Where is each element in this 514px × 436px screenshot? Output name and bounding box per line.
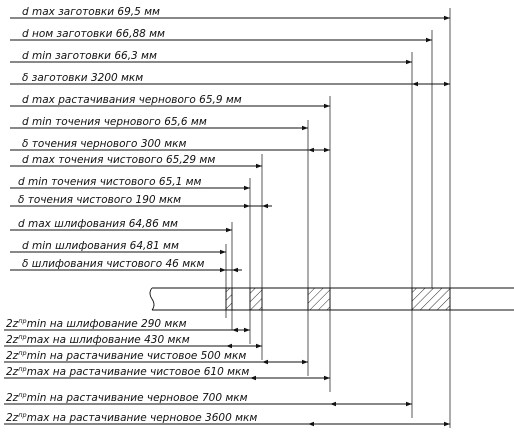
allowance-z_min_rough_bore: 2zпрmin на растачивание черновое 700 мкм: [4, 391, 412, 407]
allowance-z_max_finish_bore: 2zпрmax на растачивание чистовое 610 мкм: [4, 365, 330, 381]
top-dimensions: d max заготовки 69,5 мм d ном заготовки 6…: [10, 6, 450, 273]
dimension-delta_finish_turn: δ точения чистового 190 мкм: [10, 194, 272, 209]
dimension-d_min_finish_turn: d min точения чистового 65,1 мм: [10, 176, 250, 191]
dimension-delta_rough_turn: δ точения чернового 300 мкм: [10, 138, 330, 153]
dimension-label: d max заготовки 69,5 мм: [22, 6, 160, 18]
dimension-d_max_finish_turn: d max точения чистового 65,29 мм: [10, 154, 262, 169]
rough-turning-tolerance-zone: [307, 287, 331, 311]
dimension-label: d min точения чернового 65,6 мм: [22, 116, 207, 128]
dimension-d_max_blank: d max заготовки 69,5 мм: [10, 6, 450, 21]
dimension-label: δ шлифования чистового 46 мкм: [22, 258, 204, 270]
dimension-label: d max точения чистового 65,29 мм: [22, 154, 215, 166]
dimension-d_min_rough_turn: d min точения чернового 65,6 мм: [10, 116, 308, 131]
dimension-label: d min точения чистового 65,1 мм: [18, 176, 202, 188]
finish-turning-tolerance-zone: [249, 287, 263, 311]
allowance-label: 2zпрmax на растачивание черновое 3600 мк…: [6, 411, 257, 424]
dimension-delta_finish_grind: δ шлифования чистового 46 мкм: [10, 258, 242, 273]
extension-lines: [225, 8, 451, 428]
dimension-d_min_blank: d min заготовки 66,3 мм: [10, 50, 412, 65]
dimension-label: d min шлифования 64,81 мм: [22, 240, 179, 252]
dimension-label: δ заготовки 3200 мкм: [22, 72, 143, 84]
allowance-label: 2zпрmax на растачивание чистовое 610 мкм: [6, 365, 249, 378]
dimension-delta_blank: δ заготовки 3200 мкм: [10, 72, 450, 87]
dimension-d_min_grind: d min шлифования 64,81 мм: [10, 240, 226, 255]
allowance-label: 2zпрmin на шлифование 290 мкм: [6, 317, 187, 330]
dimension-label: d min заготовки 66,3 мм: [22, 50, 157, 62]
dimension-label: d max растачивания чернового 65,9 мм: [22, 94, 242, 106]
allowance-z_min_finish_bore: 2zпрmin на растачивание чистовое 500 мкм: [4, 349, 308, 365]
dimension-d_max_grind: d max шлифования 64,86 мм: [10, 218, 232, 233]
allowance-label: 2zпрmax на шлифование 430 мкм: [6, 333, 190, 346]
dimension-label: d ном заготовки 66,88 мм: [22, 28, 165, 40]
dimension-label: δ точения чистового 190 мкм: [18, 194, 181, 206]
allowance-z_min_grind: 2zпрmin на шлифование 290 мкм: [4, 317, 250, 333]
dimension-d_max_rough_bore: d max растачивания чернового 65,9 мм: [10, 94, 330, 109]
allowance-z_max_rough_bore: 2zпрmax на растачивание черновое 3600 мк…: [4, 411, 450, 427]
allowance-label: 2zпрmin на растачивание чистовое 500 мкм: [6, 349, 246, 362]
part-body: [149, 287, 514, 311]
dimension-d_nom_blank: d ном заготовки 66,88 мм: [10, 28, 432, 43]
grinding-tolerance-zone: [225, 287, 233, 311]
blank-tolerance-zone: [411, 287, 451, 311]
allowance-z_max_grind: 2zпрmax на шлифование 430 мкм: [4, 333, 262, 349]
dimension-label: δ точения чернового 300 мкм: [22, 138, 186, 150]
bottom-dimensions: 2zпрmin на шлифование 290 мкм 2zпрmax на …: [4, 317, 450, 427]
dimension-label: d max шлифования 64,86 мм: [18, 218, 178, 230]
allowance-label: 2zпрmin на растачивание черновое 700 мкм: [6, 391, 248, 404]
